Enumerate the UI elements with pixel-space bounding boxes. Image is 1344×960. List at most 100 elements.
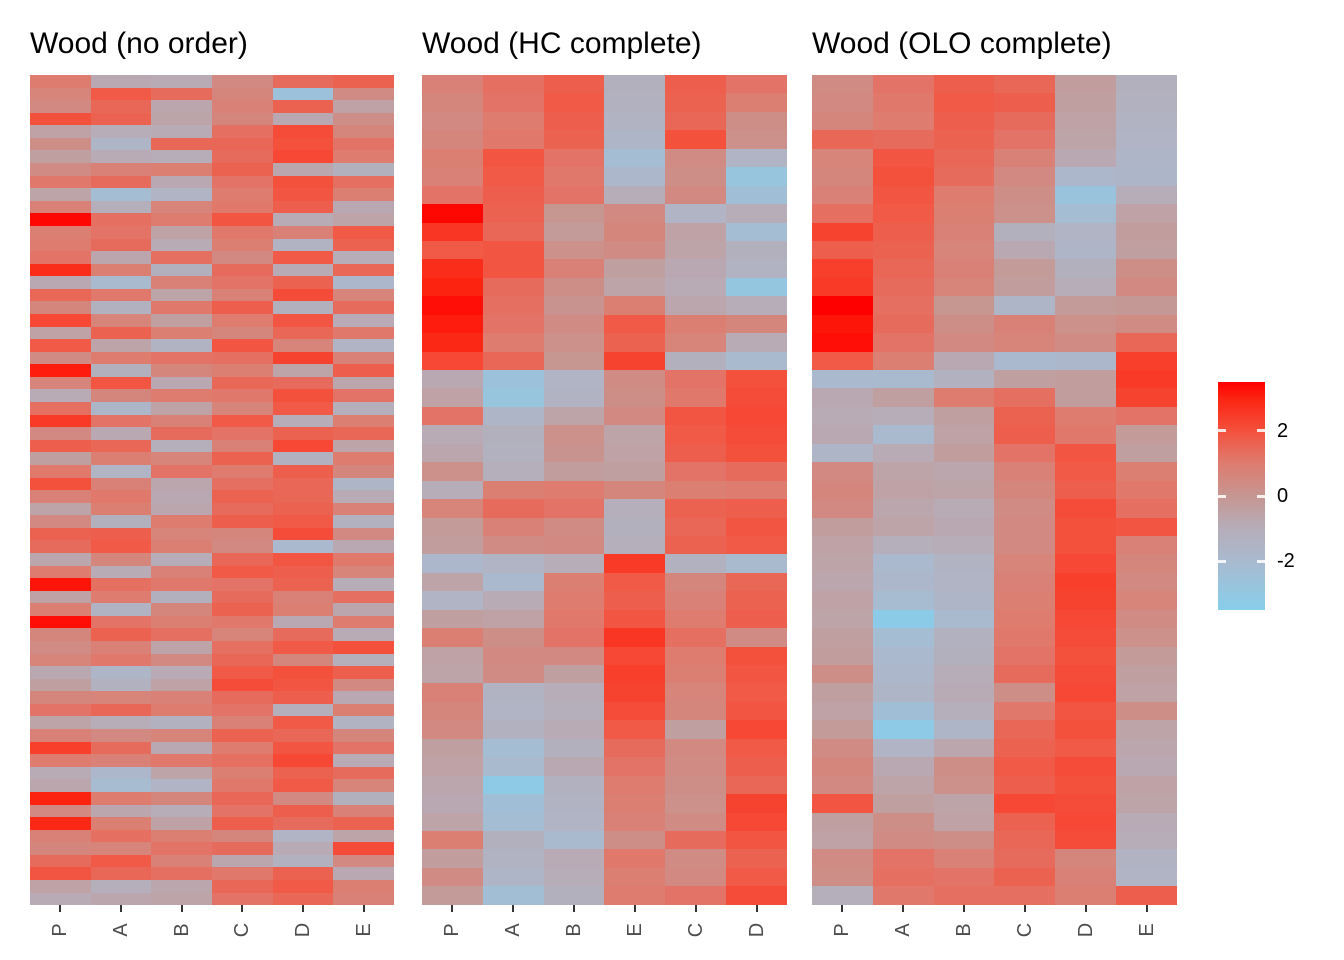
- color-legend: 2 0 -2: [1218, 382, 1295, 610]
- heatmap-row: [812, 185, 1177, 205]
- heatmap-cell: [333, 892, 395, 906]
- heatmap-cell: [726, 646, 787, 665]
- heatmap-cell: [812, 148, 873, 168]
- heatmap-cell: [726, 277, 787, 297]
- heatmap-cell: [482, 683, 544, 702]
- heatmap-cell: [482, 185, 544, 205]
- heatmap-cell: [272, 615, 334, 629]
- heatmap-cell: [212, 854, 273, 868]
- heatmap-cell: [30, 490, 91, 503]
- heatmap-cell: [90, 691, 152, 704]
- heatmap-row: [422, 388, 787, 407]
- heatmap-row: [422, 499, 787, 518]
- heatmap-cell: [1055, 867, 1117, 887]
- heatmap-row: [30, 691, 395, 704]
- heatmap-cell: [151, 376, 213, 390]
- heatmap-cell: [726, 296, 787, 315]
- heatmap-cell: [1055, 535, 1117, 555]
- heatmap-cell: [665, 388, 727, 407]
- heatmap-cell: [604, 111, 666, 131]
- heatmap-row: [422, 333, 787, 352]
- heatmap-cell: [333, 175, 395, 189]
- heatmap-cell: [482, 775, 544, 795]
- heatmap-cell: [30, 100, 91, 113]
- heatmap-cell: [543, 222, 605, 241]
- heatmap-row: [30, 716, 395, 730]
- heatmap-row: [30, 527, 395, 541]
- heatmap-row: [812, 277, 1177, 297]
- heatmap-cell: [333, 729, 395, 742]
- x-axis-tick: [573, 905, 576, 912]
- heatmap-cell: [1116, 130, 1177, 149]
- heatmap-cell: [933, 333, 995, 352]
- heatmap-cell: [482, 535, 544, 555]
- heatmap-cell: [422, 554, 483, 573]
- heatmap-cell: [933, 277, 995, 297]
- heatmap-cell: [90, 238, 152, 252]
- heatmap-cell: [812, 535, 873, 555]
- heatmap-cell: [90, 603, 152, 616]
- heatmap-cell: [30, 276, 91, 289]
- heatmap-cell: [933, 480, 995, 500]
- heatmap-cell: [543, 388, 605, 407]
- heatmap-row: [30, 653, 395, 667]
- heatmap-cell: [726, 185, 787, 205]
- heatmap-cell: [933, 886, 995, 905]
- heatmap-cell: [30, 288, 91, 302]
- heatmap-cell: [872, 480, 934, 500]
- heatmap-cell: [604, 646, 666, 665]
- x-axis-tick: [120, 905, 122, 912]
- heatmap-row: [812, 738, 1177, 758]
- heatmap-row: [812, 406, 1177, 426]
- heatmap-cell: [812, 757, 873, 776]
- heatmap-cell: [30, 389, 91, 403]
- heatmap-cell: [151, 817, 213, 830]
- heatmap-cell: [422, 277, 483, 297]
- heatmap-cell: [422, 406, 483, 426]
- heatmap-cell: [333, 376, 395, 390]
- heatmap-cell: [543, 185, 605, 205]
- heatmap-cell: [333, 200, 395, 214]
- heatmap-cell: [151, 150, 213, 164]
- heatmap-row: [30, 288, 395, 302]
- heatmap-cell: [333, 565, 395, 579]
- heatmap-cell: [333, 552, 395, 566]
- heatmap-cell: [482, 830, 544, 850]
- heatmap-cell: [422, 701, 483, 721]
- heatmap-cell: [422, 720, 483, 739]
- heatmap-cell: [30, 502, 91, 516]
- heatmap-cell: [726, 794, 787, 813]
- heatmap-cell: [151, 565, 213, 579]
- heatmap-cell: [994, 259, 1056, 278]
- heatmap-cell: [1116, 812, 1177, 831]
- heatmap-cell: [422, 185, 483, 205]
- heatmap-cell: [422, 738, 483, 758]
- heatmap-cell: [933, 406, 995, 426]
- heatmap-row: [812, 443, 1177, 463]
- heatmap-cell: [994, 720, 1056, 739]
- heatmap-cell: [933, 517, 995, 536]
- heatmap-cell: [812, 277, 873, 297]
- heatmap-row: [422, 406, 787, 426]
- heatmap-cell: [994, 462, 1056, 481]
- heatmap-cell: [90, 804, 152, 818]
- heatmap-cell: [665, 738, 727, 758]
- heatmap-row: [30, 791, 395, 805]
- heatmap-cell: [482, 130, 544, 149]
- heatmap-cell: [212, 200, 273, 214]
- heatmap-cell: [604, 351, 666, 370]
- heatmap-cell: [665, 867, 727, 887]
- heatmap-cell: [543, 75, 605, 94]
- heatmap-cell: [726, 572, 787, 592]
- heatmap-cell: [422, 259, 483, 278]
- heatmap-row: [30, 427, 395, 440]
- heatmap-row: [812, 240, 1177, 260]
- heatmap-cell: [272, 238, 334, 252]
- heatmap-cell: [333, 339, 395, 352]
- heatmap-row: [812, 167, 1177, 186]
- heatmap-cell: [30, 552, 91, 566]
- heatmap-cell: [1055, 167, 1117, 186]
- heatmap-cell: [90, 540, 152, 553]
- heatmap-row: [812, 222, 1177, 241]
- heatmap-cell: [212, 364, 273, 377]
